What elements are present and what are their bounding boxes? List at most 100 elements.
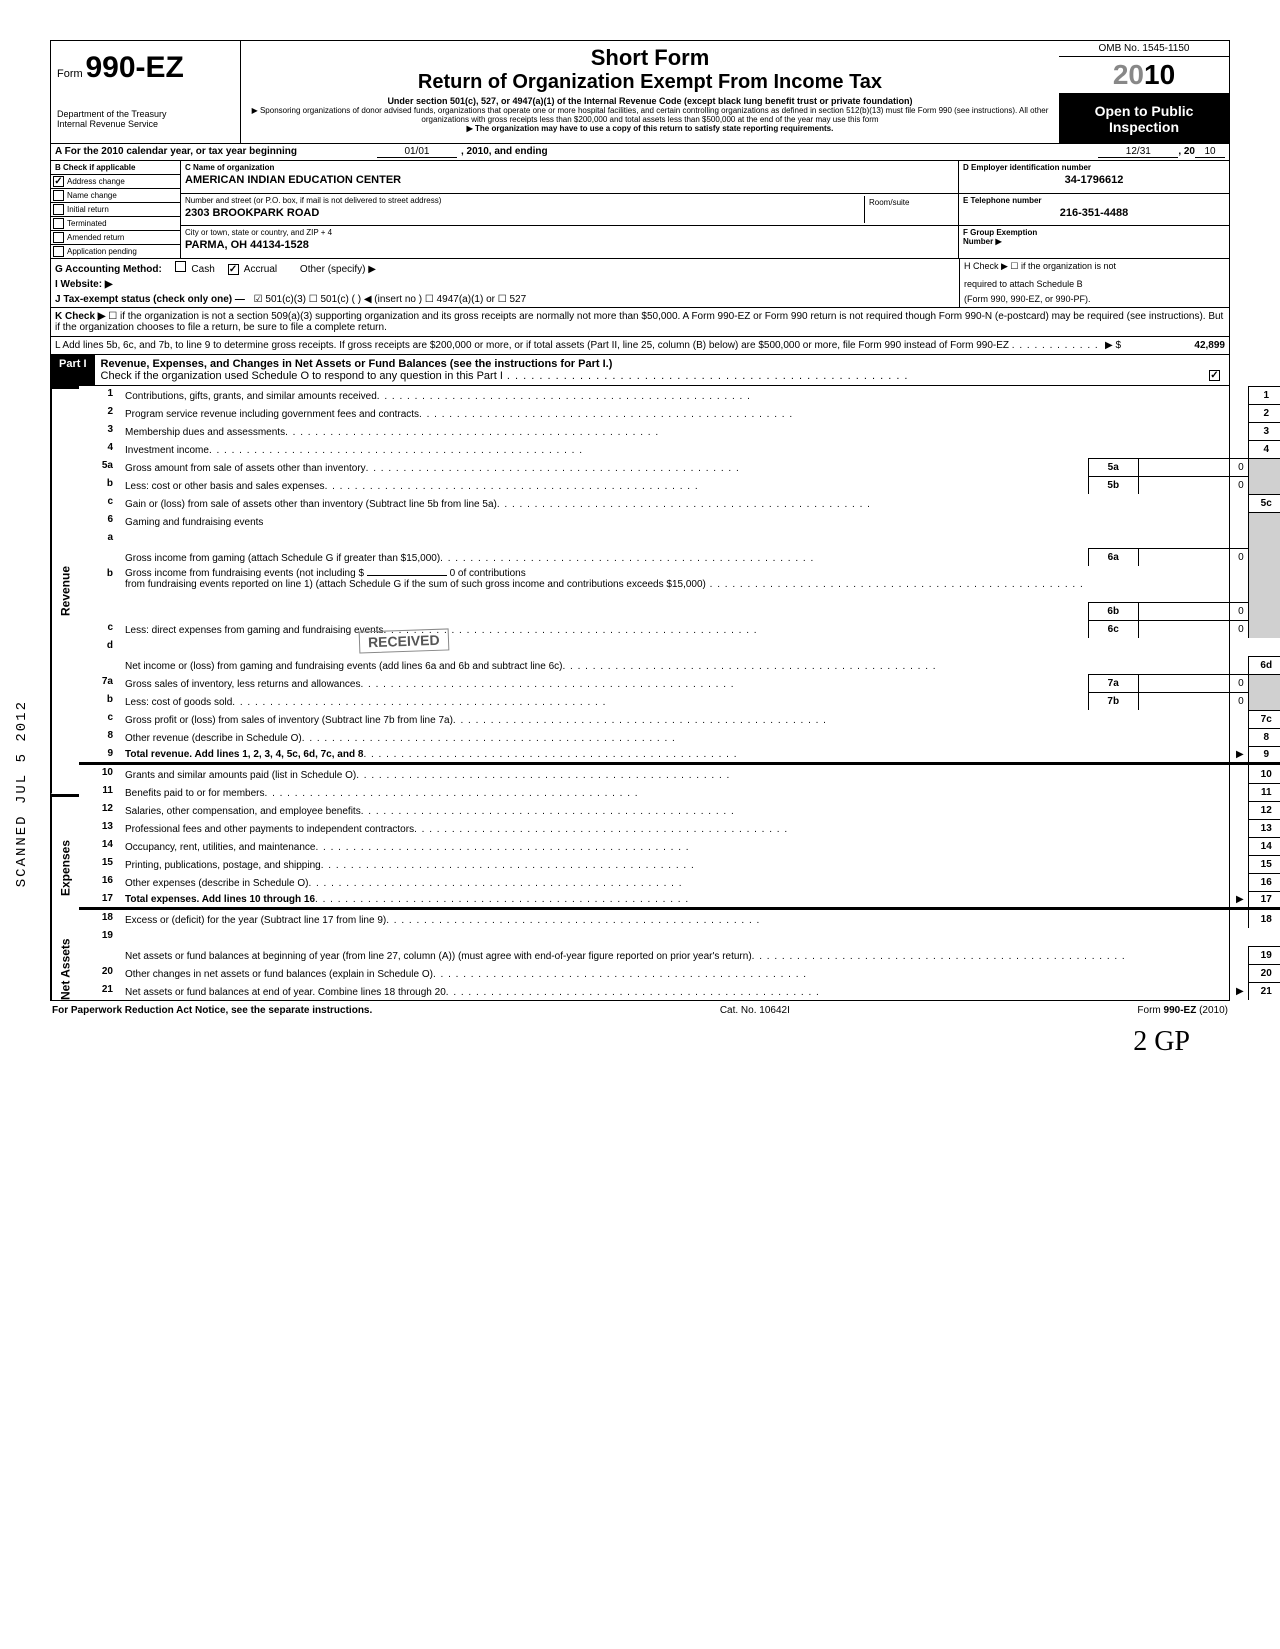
line-5c: c Gain or (loss) from sale of assets oth… [79, 494, 1280, 512]
e-label: E Telephone number [963, 196, 1225, 205]
room-label: Room/suite [869, 198, 950, 207]
year-end3: 10 [1195, 146, 1225, 158]
line-desc2: 0 of contributions [450, 568, 526, 579]
g-cash: Cash [191, 264, 214, 275]
section-a-label: A For the 2010 calendar year, or tax yea… [55, 146, 297, 158]
line-desc: Net assets or fund balances at end of ye… [125, 987, 446, 998]
addr-value: 2303 BROOKPARK ROAD [185, 205, 864, 219]
side-revenue: Revenue [51, 386, 79, 794]
header-note-2: ▶ The organization may have to use a cop… [247, 124, 1053, 133]
part1-sub: Check if the organization used Schedule … [101, 370, 503, 382]
b-column: B Check if applicable Address change Nam… [51, 161, 181, 258]
line-desc: Occupancy, rent, utilities, and maintena… [125, 842, 315, 853]
line-desc: Total revenue. Add lines 1, 2, 3, 4, 5c,… [125, 749, 363, 760]
open-public-box: Open to Public Inspection [1059, 95, 1229, 143]
form-page: Form 990-EZ Department of the Treasury I… [0, 0, 1280, 1098]
k-text: ☐ if the organization is not a section 5… [55, 311, 1223, 333]
checkbox-icon [53, 246, 64, 257]
part1-table: Revenue Expenses Net Assets 1 Contributi… [50, 386, 1230, 1001]
header-note-1: ▶ Sponsoring organizations of donor advi… [247, 106, 1053, 124]
open-public-1: Open to Public [1063, 103, 1225, 119]
scan-stamp-side: SCANNED JUL 5 2012 [14, 700, 30, 887]
line-desc: Gross amount from sale of assets other t… [125, 463, 366, 474]
b-label: B Check if applicable [51, 161, 180, 175]
line-desc: Program service revenue including govern… [125, 409, 419, 420]
section-a-mid: , 2010, and ending [461, 146, 548, 158]
footer-right: Form 990-EZ (2010) [1137, 1005, 1228, 1016]
line-desc: Total expenses. Add lines 10 through 16 [125, 894, 315, 905]
line-11: 11 Benefits paid to or for members 11 0 [79, 783, 1280, 801]
line-desc: Printing, publications, postage, and shi… [125, 860, 321, 871]
checkbox-icon[interactable] [228, 264, 239, 275]
line-13: 13 Professional fees and other payments … [79, 819, 1280, 837]
line-desc: Less: direct expenses from gaming and fu… [125, 625, 383, 636]
j-label: J Tax-exempt status (check only one) — [55, 294, 245, 305]
part1-title: Revenue, Expenses, and Changes in Net As… [101, 358, 613, 370]
line-desc: Salaries, other compensation, and employ… [125, 806, 361, 817]
check-name-change[interactable]: Name change [51, 189, 180, 203]
check-terminated[interactable]: Terminated [51, 217, 180, 231]
sub-label: 6b [1088, 602, 1138, 620]
line-desc: Excess or (deficit) for the year (Subtra… [125, 915, 386, 926]
g-label: G Accounting Method: [55, 264, 162, 275]
checkbox-icon[interactable] [1209, 370, 1220, 381]
footer-left: For Paperwork Reduction Act Notice, see … [52, 1005, 372, 1016]
checkbox-icon [53, 176, 64, 187]
line-7a: 7a Gross sales of inventory, less return… [79, 674, 1280, 692]
checkbox-icon [53, 190, 64, 201]
line-7c: c Gross profit or (loss) from sales of i… [79, 710, 1280, 728]
line-desc: Gross income from fundraising events (no… [125, 568, 364, 579]
year-prefix: 20 [1113, 59, 1144, 90]
side-netassets: Net Assets [51, 938, 79, 1000]
line-15: 15 Printing, publications, postage, and … [79, 855, 1280, 873]
sub-label: 5b [1088, 476, 1138, 494]
line-19: 19 Net assets or fund balances at beginn… [79, 928, 1280, 964]
check-address-change[interactable]: Address change [51, 175, 180, 189]
line-desc: Gross income from gaming (attach Schedul… [125, 553, 440, 564]
signature-area: 2 GP [50, 1026, 1230, 1058]
year-begin: 01/01 [377, 146, 457, 158]
line-21: 21 Net assets or fund balances at end of… [79, 982, 1280, 1000]
line-10: 10 Grants and similar amounts paid (list… [79, 765, 1280, 783]
c-name-area: C Name of organization AMERICAN INDIAN E… [181, 161, 1229, 258]
check-label: Terminated [67, 219, 107, 228]
gh-row: G Accounting Method: Cash Accrual Other … [50, 258, 1230, 277]
line-18: 18 Excess or (deficit) for the year (Sub… [79, 910, 1280, 928]
line-desc: Professional fees and other payments to … [125, 824, 414, 835]
line-desc: Investment income [125, 445, 209, 456]
line-6b: b Gross income from fundraising events (… [79, 566, 1280, 620]
f-label: F Group Exemption [963, 228, 1225, 237]
ein-value: 34-1796612 [963, 172, 1225, 186]
open-public-2: Inspection [1063, 119, 1225, 135]
form-number: 990-EZ [85, 51, 183, 84]
checkbox-icon[interactable] [175, 261, 186, 272]
f-label2: Number ▶ [963, 237, 1225, 246]
tax-year: 2010 [1059, 57, 1229, 95]
checkbox-icon [53, 218, 64, 229]
short-form-title: Short Form [247, 45, 1053, 71]
check-initial-return[interactable]: Initial return [51, 203, 180, 217]
line-desc: Less: cost or other basis and sales expe… [125, 481, 325, 492]
line-16: 16 Other expenses (describe in Schedule … [79, 873, 1280, 891]
line-desc: Other changes in net assets or fund bala… [125, 969, 433, 980]
line-desc: Net assets or fund balances at beginning… [125, 951, 752, 962]
h-label2: required to attach Schedule B [964, 279, 1225, 289]
check-amended[interactable]: Amended return [51, 231, 180, 245]
line-5b: b Less: cost or other basis and sales ex… [79, 476, 1280, 494]
sub-val: 0 [1138, 674, 1248, 692]
line-desc3: from fundraising events reported on line… [125, 579, 706, 590]
line-desc: Less: cost of goods sold [125, 697, 232, 708]
phone-value: 216-351-4488 [963, 205, 1225, 219]
form-header: Form 990-EZ Department of the Treasury I… [50, 40, 1230, 143]
g-accrual: Accrual [244, 264, 277, 275]
line-desc: Net income or (loss) from gaming and fun… [125, 661, 562, 672]
line-5a: 5a Gross amount from sale of assets othe… [79, 458, 1280, 476]
line-9: 9 Total revenue. Add lines 1, 2, 3, 4, 5… [79, 746, 1280, 765]
check-app-pending[interactable]: Application pending [51, 245, 180, 258]
received-stamp: RECEIVED [359, 628, 449, 653]
sub-val: 0 [1138, 602, 1248, 620]
part1-title-area: Revenue, Expenses, and Changes in Net As… [95, 355, 1229, 385]
i-label: I Website: ▶ [55, 279, 113, 290]
dept-irs: Internal Revenue Service [57, 119, 234, 129]
form-prefix: Form [57, 68, 83, 80]
